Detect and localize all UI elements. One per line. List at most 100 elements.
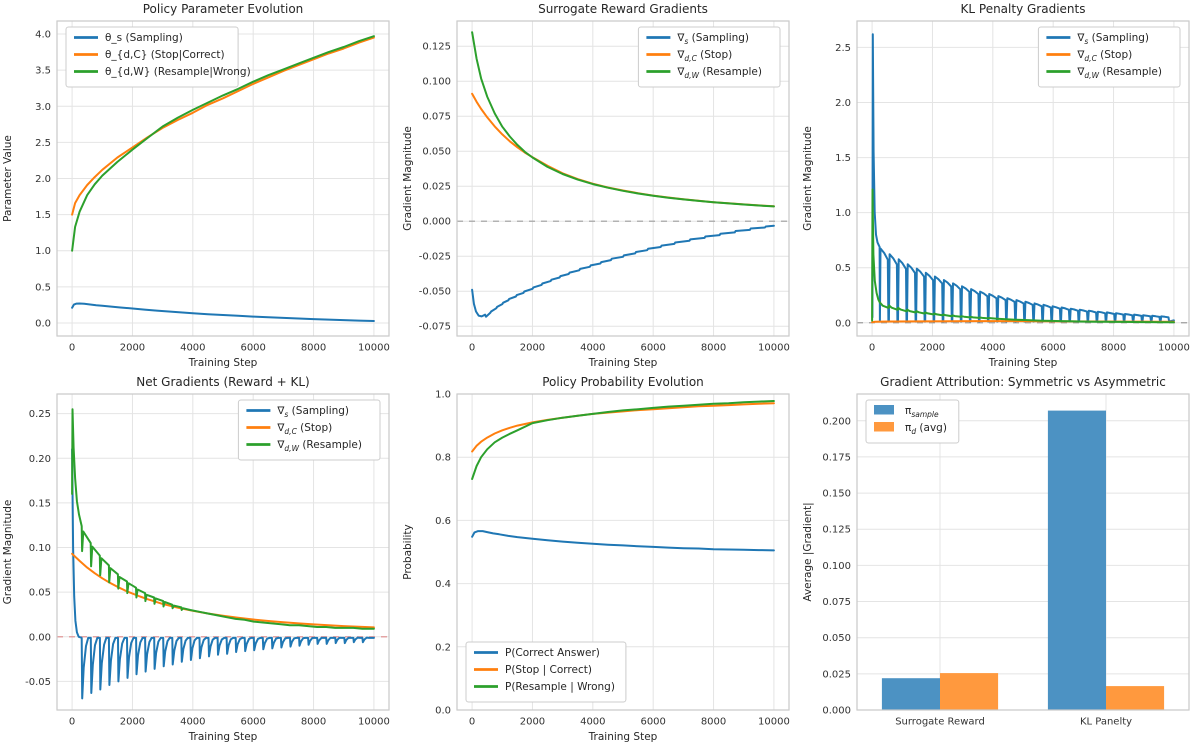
y-tick-label: 2.5 [835, 43, 851, 54]
subplot-gradient-attribution: Surrogate Reward KL Panelty 0.000 0.025 0.05… [800, 373, 1200, 747]
x-tick-label: 4000 [980, 343, 1005, 354]
x-axis-label: Training Step [588, 731, 658, 743]
y-tick-label: -0.050 [419, 287, 451, 298]
x-tick-label: 6000 [640, 717, 665, 728]
y-tick-label: 1.0 [435, 390, 451, 401]
x-axis-label: Training Step [188, 357, 258, 369]
subplot-net-gradients: 0 2000 4000 6000 8000 10000 -0.05 0.00 0.05 0.10 0… [0, 373, 400, 747]
plot-area [471, 31, 775, 318]
legend-box [637, 26, 781, 88]
plot-area [71, 408, 375, 700]
y-tick-labels: 0.0 0.2 0.4 0.6 0.8 1.0 [435, 390, 451, 717]
y-tick-label: 2.5 [35, 138, 51, 149]
legend-label: πsample [905, 405, 939, 419]
legend-label: πd (avg) [905, 422, 947, 436]
series-line-p_resample [471, 400, 775, 480]
x-tick-label: 6000 [240, 343, 265, 354]
legend-box [65, 26, 239, 88]
series-line-net_dC [71, 552, 375, 629]
legend-label: ∇d,W (Resample) [1076, 66, 1162, 80]
plot-area [871, 33, 1175, 324]
y-tick-label: 2.0 [35, 174, 51, 185]
y-tick-label: -0.025 [419, 252, 451, 263]
x-tick-label: 6000 [240, 717, 265, 728]
x-tick-labels: Surrogate Reward KL Panelty [895, 717, 1132, 728]
series-line-net_dW [71, 408, 375, 630]
x-tick-labels: 0 2000 4000 6000 8000 10000 [469, 717, 790, 728]
y-tick-label: 0.20 [29, 454, 51, 465]
y-tick-label: 0.000 [822, 706, 851, 717]
legend-swatch [874, 422, 894, 432]
y-axis-label: Gradient Magnitude [402, 126, 414, 231]
legend-box [465, 641, 627, 703]
series-line-grad_s [471, 224, 775, 318]
x-axis-label: Training Step [588, 357, 658, 369]
legend-label: θ_{d,W} (Resample|Wrong) [105, 66, 251, 78]
chart-kl-penalty-gradients: 0 2000 4000 6000 8000 10000 0.0 0.5 1.0 1.5 2.0 2.5… [802, 2, 1190, 369]
y-tick-label: 0.25 [29, 409, 51, 420]
plot-border [856, 20, 1190, 337]
y-tick-label: 0.100 [422, 77, 451, 88]
y-tick-labels: -0.075 -0.050 -0.025 0.000 0.025 0.050 0.075 0.… [419, 42, 451, 333]
y-tick-labels: 0.0 0.5 1.0 1.5 2.0 2.5 [835, 43, 851, 329]
y-tick-label: 0.050 [822, 633, 851, 644]
x-tick-label: 6000 [1040, 343, 1065, 354]
y-tick-label: 0.000 [422, 217, 451, 228]
x-tick-label: 4000 [180, 717, 205, 728]
x-tick-label: Surrogate Reward [895, 717, 985, 728]
legend-label: P(Resample | Wrong) [505, 681, 615, 693]
x-tick-label: 8000 [701, 343, 726, 354]
plot-border [56, 20, 390, 337]
x-tick-label: 10000 [358, 343, 390, 354]
legend-label: ∇d,C (Stop) [276, 422, 332, 436]
x-tick-label: 8000 [301, 343, 326, 354]
y-tick-label: 0.5 [835, 263, 851, 274]
series-line-grad_dW [471, 31, 775, 208]
chart-title: Policy Parameter Evolution [143, 2, 304, 16]
y-axis-label: Average |Gradient| [802, 502, 814, 601]
x-tick-label: 8000 [701, 717, 726, 728]
chart-title: Policy Probability Evolution [542, 375, 704, 389]
y-tick-label: 3.0 [35, 102, 51, 113]
legend-box [237, 399, 381, 461]
chart-gradient-attribution: Surrogate Reward KL Panelty 0.000 0.025 0.05… [802, 375, 1190, 728]
y-tick-label: 1.0 [35, 246, 51, 257]
y-tick-label: 4.0 [35, 30, 51, 41]
legend-label: θ_{d,C} (Stop|Correct) [105, 49, 225, 61]
x-tick-labels: 0 2000 4000 6000 8000 10000 [69, 717, 390, 728]
legend-label: ∇s (Sampling) [676, 32, 749, 46]
y-tick-label: 0.125 [822, 525, 851, 536]
y-tick-label: 0.5 [35, 282, 51, 293]
chart-title: KL Penalty Gradients [961, 2, 1086, 16]
chart-policy-parameter-evolution: 0 2000 4000 6000 8000 10000 0.0 0.5 1.0 1.5 2.0 2.5… [2, 2, 390, 369]
y-tick-label: 0.175 [822, 452, 851, 463]
y-tick-label: 3.5 [35, 66, 51, 77]
legend-label: ∇d,W (Resample) [276, 439, 362, 453]
x-tick-label: KL Panelty [1080, 717, 1132, 728]
y-tick-label: 0.125 [422, 42, 451, 53]
series-line-grad_dC [471, 92, 775, 208]
legend-label: ∇d,C (Stop) [676, 49, 732, 63]
x-tick-label: 8000 [301, 717, 326, 728]
x-tick-labels: 0 2000 4000 6000 8000 10000 [869, 343, 1190, 354]
legend-label: ∇d,W (Resample) [676, 66, 762, 80]
y-axis-label: Parameter Value [2, 135, 14, 222]
x-tick-label: 4000 [580, 343, 605, 354]
y-tick-label: 0.10 [29, 543, 51, 554]
x-tick-label: 2000 [120, 343, 145, 354]
y-tick-label: 1.5 [35, 210, 51, 221]
y-tick-label: 0.05 [29, 588, 51, 599]
series-line-kl_dW [871, 188, 1175, 324]
x-tick-label: 4000 [580, 717, 605, 728]
series-line-net_s [71, 448, 375, 700]
plot-area [881, 410, 1165, 710]
y-tick-labels: 0.0 0.5 1.0 1.5 2.0 2.5 3.0 3.5 4.0 [35, 30, 51, 330]
legend-label: ∇s (Sampling) [1076, 32, 1149, 46]
plot-border [56, 393, 390, 711]
y-tick-label: 0.8 [435, 453, 451, 464]
plot-border [456, 20, 790, 337]
x-tick-label: 10000 [358, 717, 390, 728]
legend-label: P(Correct Answer) [505, 647, 600, 659]
x-axis-label: Training Step [988, 357, 1058, 369]
